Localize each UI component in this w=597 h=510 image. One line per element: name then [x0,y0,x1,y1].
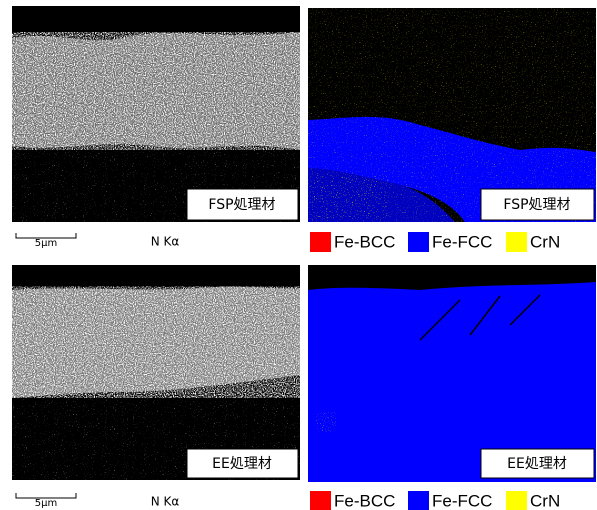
legend-label: CrN [530,232,560,251]
legend-swatch [506,491,527,510]
phase-label: EE処理材 [507,456,567,472]
legend-swatch [310,232,331,252]
legend-swatch [408,232,429,252]
nitrided-layer-texture [12,32,300,150]
label-box [480,448,595,479]
legend-swatch [310,491,331,510]
label-box [186,188,299,221]
legend: Fe-BCC Fe-FCC CrN [310,491,560,510]
nitrided-layer-texture [12,286,300,398]
legend-swatch [506,232,527,252]
crn-cluster [310,175,390,220]
grain-boundaries [419,294,541,341]
crn-cluster [316,412,336,432]
legend-label: Fe-FCC [432,491,492,510]
scale-bar-label: 5μm [35,238,57,249]
row: FSP処理材 FSP処理材 5μm N Kα Fe-BCC Fe-FCC CrN [12,6,596,252]
scale-bar [15,233,77,239]
element-label: N Kα [151,235,180,249]
legend: Fe-BCC Fe-FCC CrN [310,232,560,252]
legend-label: CrN [530,491,560,510]
legend-label: Fe-FCC [432,232,492,251]
row: EE処理材 EE処理材 5μm N Kα Fe-BCC Fe-FCC CrN [12,265,596,510]
label-box [186,448,299,479]
map-label: FSP処理材 [208,197,275,213]
element-label: N Kα [151,495,180,509]
legend-label: Fe-BCC [334,232,395,251]
phase-map [308,265,596,482]
label-box [480,188,595,221]
legend-label: Fe-BCC [334,491,395,510]
surface-region [308,265,596,290]
phase-label: FSP処理材 [503,197,570,213]
legend-swatch [408,491,429,510]
scale-bar-label: 5μm [35,498,57,509]
scale-bar [15,493,77,499]
map-label: EE処理材 [212,456,272,472]
